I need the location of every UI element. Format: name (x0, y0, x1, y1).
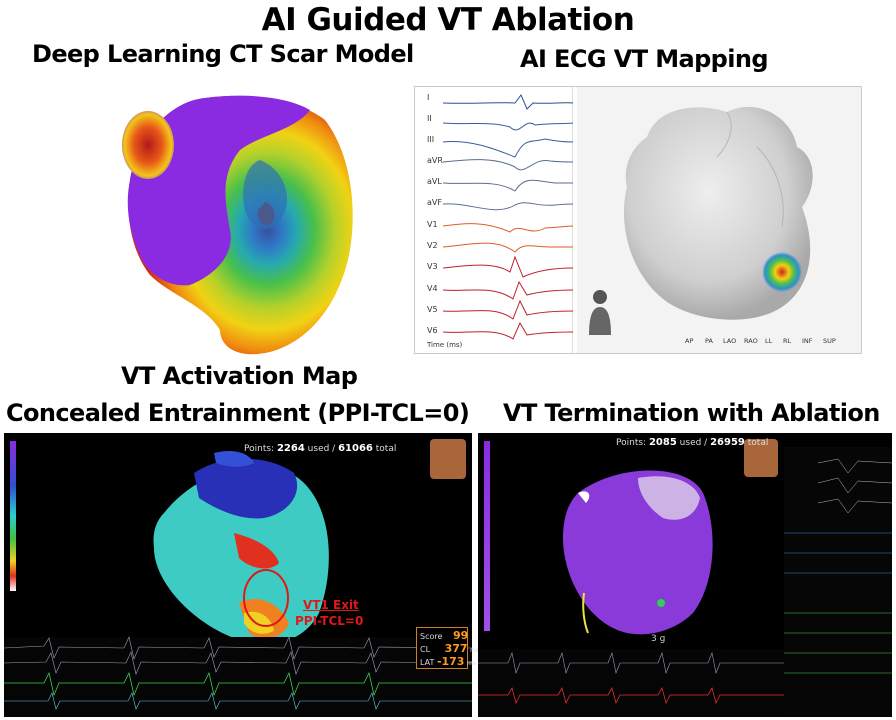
points-label: Points: (616, 438, 647, 448)
ecg-mapping-panel: I II III aVR aVL aVF V1 V2 V3 V4 V5 V6 (414, 86, 862, 354)
points-used-label: used / (307, 444, 336, 454)
entrainment-heading: Concealed Entrainment (PPI-TCL=0) (6, 399, 470, 427)
ecg-mapping-heading: AI ECG VT Mapping (520, 45, 769, 73)
points-total: 61066 (338, 443, 373, 454)
scar-model-heart-image (122, 95, 353, 355)
activation-map-panel: Points: 2264 used / 61066 total (4, 433, 472, 717)
force-readout: 3 g (651, 634, 666, 644)
points-total-label: total (747, 438, 769, 448)
cl-unit: ms (470, 647, 480, 654)
lead-label: aVL (427, 177, 442, 186)
cl-value: 377 (444, 642, 468, 655)
view-button-lao[interactable]: LAO (723, 337, 737, 345)
lead-label: V4 (427, 284, 438, 293)
points-used-label: used / (679, 438, 708, 448)
view-button-rl[interactable]: RL (783, 337, 792, 345)
lead-label: V6 (427, 326, 438, 335)
scar-model-heading: Deep Learning CT Scar Model (32, 40, 414, 68)
view-button-inf[interactable]: INF (802, 337, 813, 345)
lead-label: I (427, 93, 430, 102)
lead-label: V2 (427, 241, 438, 250)
view-button-sup[interactable]: SUP (823, 337, 836, 345)
lead-label: V5 (427, 305, 438, 314)
page-title: AI Guided VT Ablation (261, 2, 635, 38)
lead-label: III (427, 135, 435, 144)
view-button-ll[interactable]: LL (765, 337, 773, 345)
points-used: 2264 (276, 443, 305, 454)
lead-label: aVF (427, 198, 442, 207)
points-used: 2085 (648, 437, 677, 448)
ppi-tcl-label: PPI-TCL=0 (295, 614, 364, 628)
activation-points-counter: Points: 2264 used / 61066 total (244, 443, 396, 454)
lead-label: II (427, 114, 432, 123)
lat-label: LAT (420, 658, 435, 667)
points-label: Points: (244, 444, 275, 454)
view-button-pa[interactable]: PA (705, 337, 713, 345)
activation-map-image (4, 439, 472, 717)
lat-unit: ms (467, 660, 476, 667)
score-label: Score (420, 632, 443, 641)
points-total: 26959 (710, 437, 745, 448)
lat-value: -173 (436, 655, 465, 668)
termination-panel: Points: 2085 used / 26959 total (478, 433, 892, 717)
heart-3d-view: AP PA LAO RAO LL RL INF SUP (577, 87, 861, 353)
view-button-rao[interactable]: RAO (744, 337, 758, 345)
ecg-waveforms (442, 94, 573, 340)
ecg-traces-area: I II III aVR aVL aVF V1 V2 V3 V4 V5 V6 (415, 87, 573, 353)
score-value: 99 (452, 629, 469, 642)
points-total-label: total (375, 444, 397, 454)
lead-label: aVR (427, 156, 443, 165)
torso-figure-icon (589, 290, 611, 335)
lead-label: V1 (427, 220, 438, 229)
termination-heading: VT Termination with Ablation (503, 399, 880, 427)
lead-label: V3 (427, 262, 438, 271)
cl-label: CL (420, 645, 431, 654)
termination-map-image (478, 439, 892, 717)
activation-map-heading: VT Activation Map (121, 362, 358, 390)
ecg-heart-model (623, 106, 813, 320)
view-button-ap[interactable]: AP (685, 337, 694, 345)
ecg-time-label: Time (ms) (427, 341, 463, 349)
vt1-exit-label: VT1 Exit (303, 598, 359, 612)
termination-points-counter: Points: 2085 used / 26959 total (616, 437, 768, 448)
score-box: Score 99 CL 377 ms LAT -173 ms (416, 627, 479, 669)
